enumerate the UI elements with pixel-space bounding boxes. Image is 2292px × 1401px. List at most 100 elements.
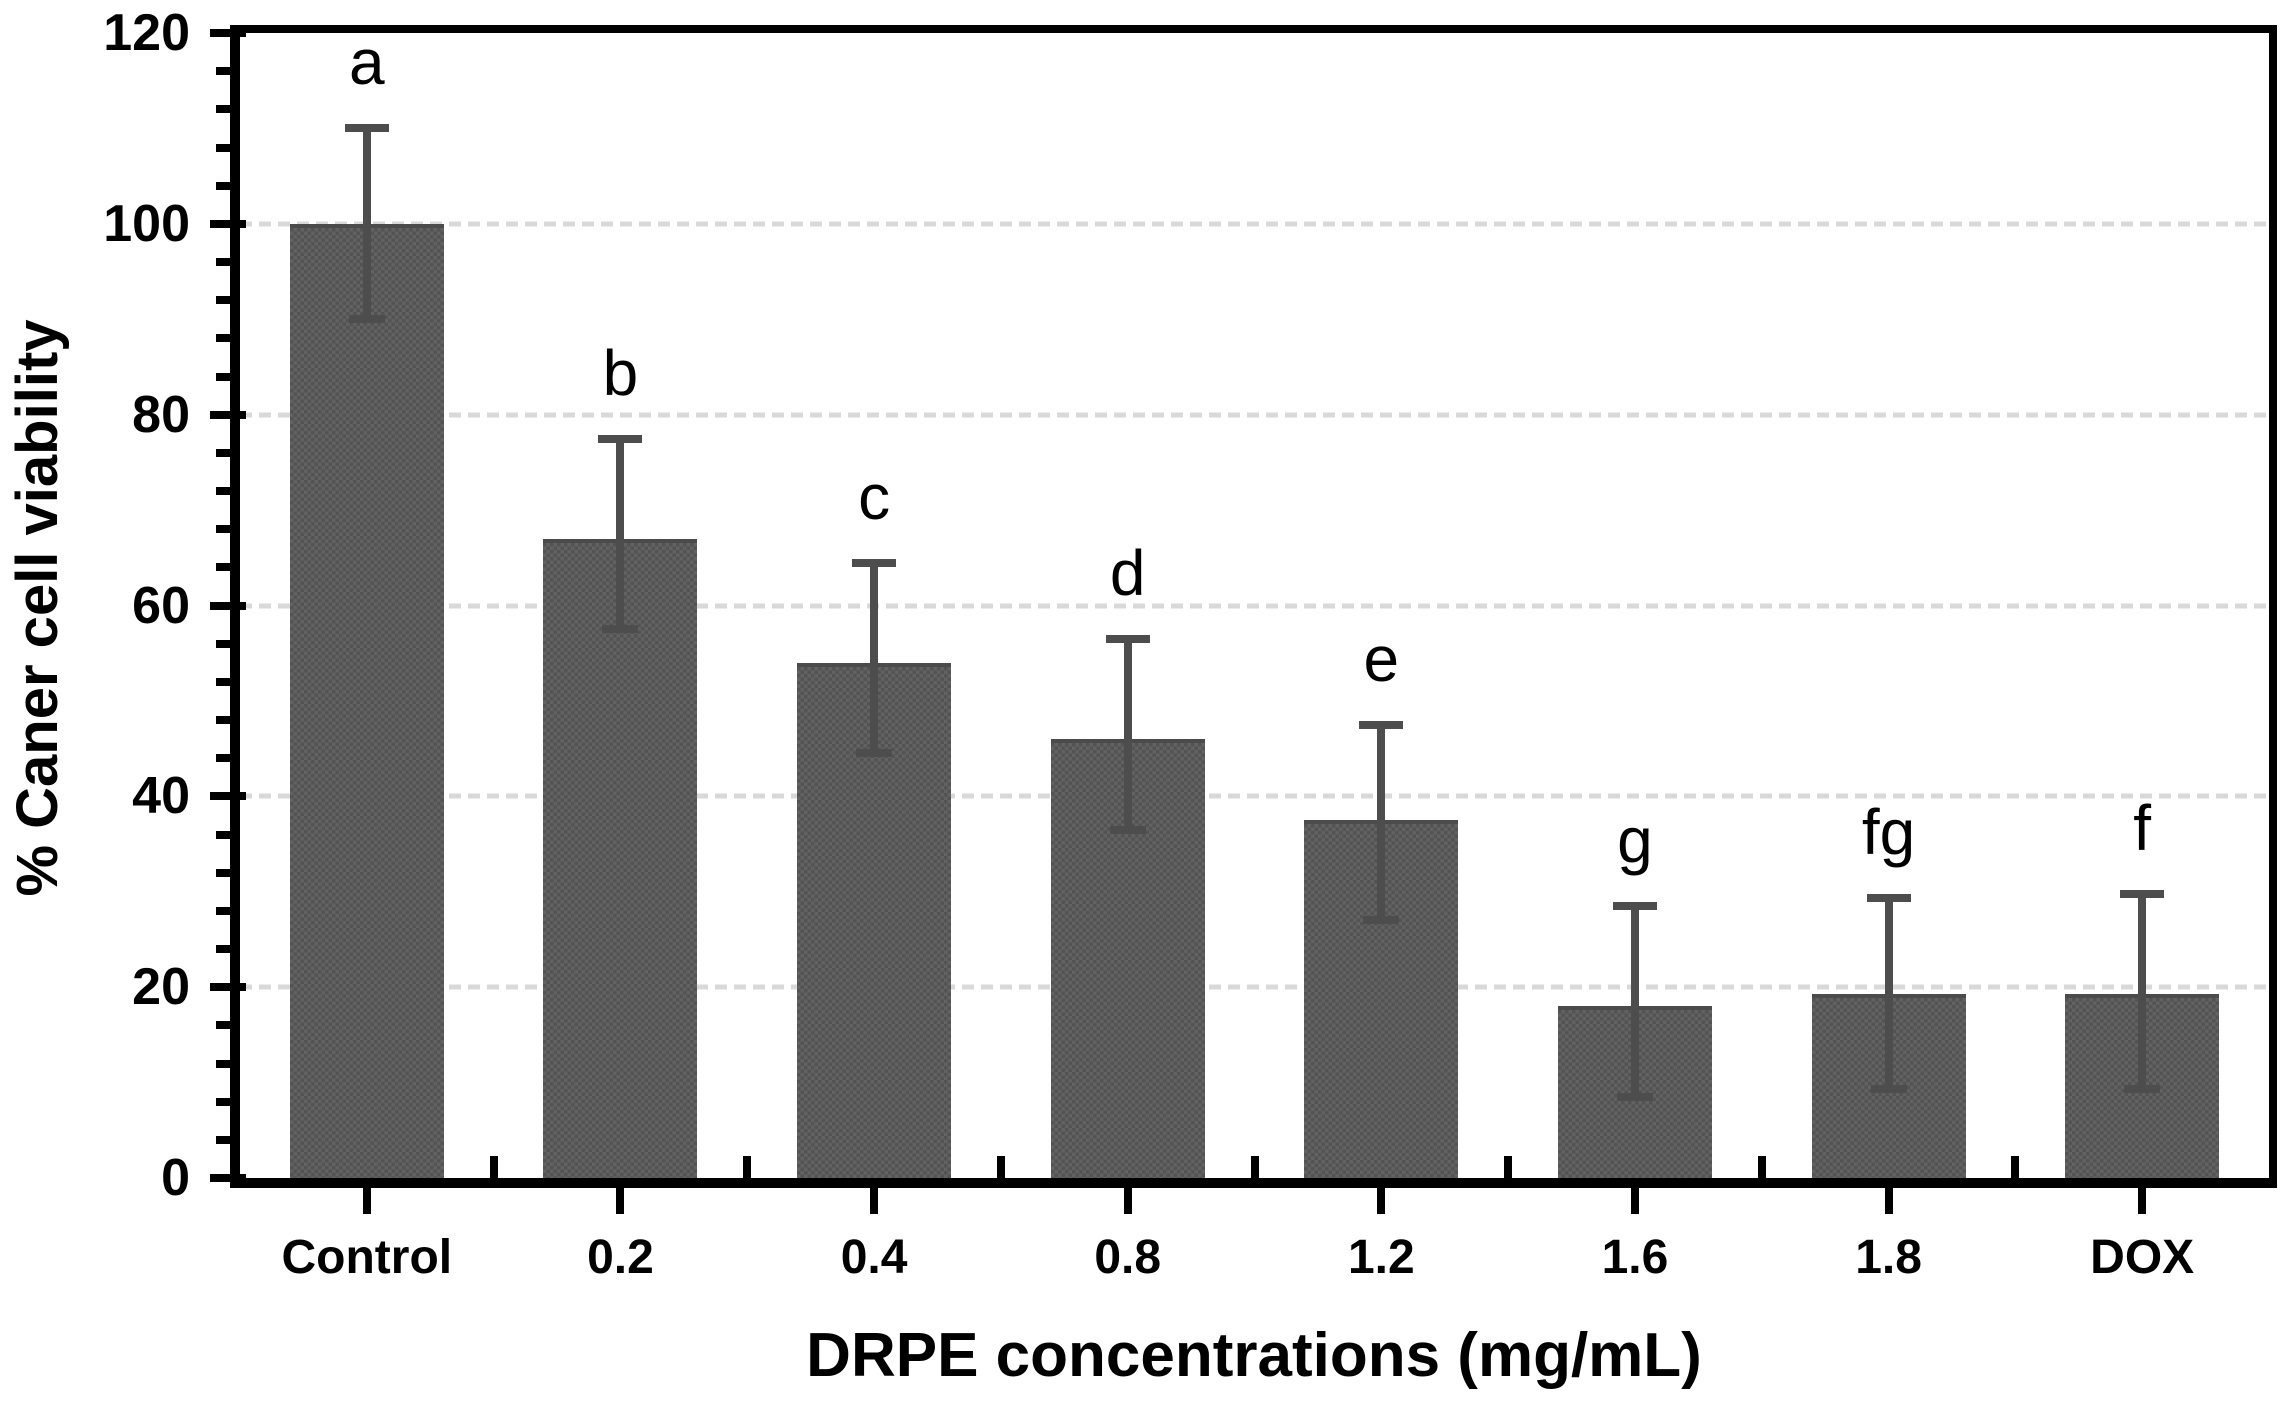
y-minor-tick-28 (216, 906, 230, 915)
y-tick-label-80: 80 (132, 385, 190, 444)
y-major-tick-40 (210, 792, 246, 801)
error-bar-bottom-cap-0.4 (856, 749, 893, 758)
y-tick-label-100: 100 (103, 194, 190, 253)
y-minor-tick-116 (216, 67, 230, 76)
x-boundary-tick-1 (489, 1156, 498, 1178)
sig-label-1.8: fg (1861, 796, 1916, 869)
y-minor-tick-76 (216, 448, 230, 457)
sig-label-0.2: b (602, 336, 639, 409)
error-bar-bottom-cap-0.2 (602, 625, 639, 634)
x-tick-label-DOX: DOX (2090, 1231, 2195, 1284)
error-bar-bottom-cap-1.2 (1363, 916, 1400, 925)
x-axis-title: DRPE concentrations (mg/mL) (806, 1321, 1702, 1390)
y-tick-label-20: 20 (132, 958, 190, 1017)
gridline-80 (240, 412, 2269, 418)
bar-Control (289, 223, 444, 1178)
y-minor-tick-92 (216, 296, 230, 305)
y-tick-label-40: 40 (132, 767, 190, 826)
y-major-tick-60 (210, 601, 246, 610)
error-bar-bottom-cap-Control (348, 315, 385, 324)
y-minor-tick-48 (216, 716, 230, 724)
x-center-tick-DOX (2138, 1188, 2147, 1214)
y-minor-tick-8 (216, 1097, 230, 1106)
x-tick-label-0.8: 0.8 (1094, 1231, 1162, 1284)
x-center-tick-Control (362, 1188, 371, 1214)
bar-0.2 (543, 538, 698, 1178)
error-bar-top-cap-0.2 (598, 434, 643, 443)
x-center-tick-0.8 (1123, 1188, 1132, 1214)
plot-border-right (2269, 25, 2277, 1188)
x-boundary-tick-2 (743, 1156, 752, 1178)
y-minor-tick-24 (216, 945, 230, 953)
y-minor-tick-12 (216, 1059, 230, 1068)
y-tick-label-60: 60 (132, 576, 190, 635)
plot-area: a b c d e g fg f 0 20 40 60 80 100 120 Control 0.2 0.4 0… (103, 4, 2277, 1284)
y-minor-tick-44 (216, 754, 230, 763)
error-bar-0.4 (870, 562, 879, 754)
y-minor-tick-64 (216, 563, 230, 572)
x-tick-label-1.2: 1.2 (1347, 1231, 1415, 1284)
error-bar-top-cap-0.4 (852, 558, 897, 567)
y-minor-tick-16 (216, 1021, 230, 1030)
x-center-tick-1.8 (1884, 1188, 1893, 1214)
x-center-tick-1.2 (1377, 1188, 1386, 1214)
x-boundary-tick-5 (1504, 1156, 1513, 1178)
error-bar-DOX (2138, 893, 2147, 1090)
y-major-tick-120 (210, 29, 246, 37)
x-boundary-tick-3 (996, 1156, 1005, 1178)
error-bar-0.8 (1123, 638, 1132, 830)
sig-label-0.4: c (858, 460, 891, 533)
x-tick-label-0.4: 0.4 (840, 1231, 908, 1284)
error-bar-bottom-cap-1.8 (1870, 1085, 1907, 1094)
gridline-20 (240, 984, 2269, 990)
y-minor-tick-96 (216, 258, 230, 266)
gridline-40 (240, 793, 2269, 799)
y-minor-tick-4 (216, 1135, 230, 1144)
sig-label-1.6: g (1617, 804, 1653, 877)
gridline-100 (240, 221, 2269, 227)
x-tick-label-1.8: 1.8 (1855, 1231, 1922, 1284)
y-minor-tick-36 (216, 830, 230, 839)
y-minor-tick-56 (216, 639, 230, 648)
y-major-tick-20 (210, 983, 246, 992)
gridline-60 (240, 603, 2269, 608)
y-minor-tick-108 (216, 143, 230, 152)
error-bar-0.2 (616, 438, 625, 630)
plot-border-top (230, 25, 2277, 33)
y-minor-tick-72 (216, 487, 230, 495)
error-bar-top-cap-1.2 (1359, 720, 1404, 729)
error-bar-bottom-cap-DOX (2124, 1085, 2161, 1094)
y-major-tick-80 (210, 410, 246, 419)
y-minor-tick-32 (216, 868, 230, 877)
y-minor-tick-88 (216, 334, 230, 343)
y-minor-tick-112 (216, 105, 230, 114)
y-major-tick-0 (210, 1174, 246, 1182)
error-bar-top-cap-1.8 (1866, 894, 1911, 903)
x-boundary-tick-4 (1250, 1156, 1259, 1178)
y-tick-label-0: 0 (161, 1149, 190, 1207)
sig-label-DOX: f (2133, 791, 2152, 864)
x-center-tick-0.2 (616, 1188, 625, 1214)
x-tick-label-0.2: 0.2 (587, 1231, 654, 1284)
x-boundary-tick-7 (2011, 1156, 2020, 1178)
error-bar-top-cap-1.6 (1612, 902, 1657, 911)
error-bar-top-cap-DOX (2120, 889, 2165, 898)
x-boundary-tick-6 (1757, 1156, 1766, 1178)
y-minor-tick-68 (216, 525, 230, 534)
y-axis-line (230, 25, 240, 1188)
error-bar-bottom-cap-1.6 (1616, 1092, 1653, 1101)
error-bar-1.2 (1377, 724, 1386, 921)
x-center-tick-0.4 (870, 1188, 879, 1214)
y-tick-label-120: 120 (103, 4, 190, 62)
error-bar-1.6 (1630, 906, 1639, 1097)
x-tick-label-Control: Control (281, 1231, 453, 1284)
y-minor-tick-52 (216, 677, 230, 686)
sig-label-Control: a (349, 26, 385, 99)
sig-label-0.8: d (1109, 536, 1146, 609)
x-axis-line (230, 1178, 2277, 1188)
error-bar-top-cap-Control (344, 124, 389, 133)
error-bar-Control (362, 128, 371, 320)
error-bar-bottom-cap-0.8 (1109, 825, 1146, 834)
x-tick-label-1.6: 1.6 (1601, 1231, 1669, 1284)
